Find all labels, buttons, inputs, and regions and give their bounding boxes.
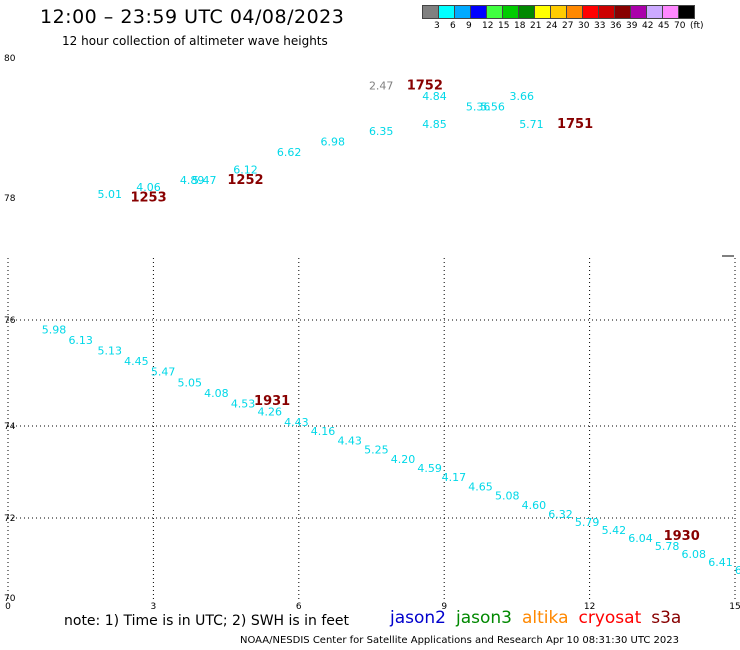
pass-time-label: 1931 bbox=[254, 394, 290, 409]
wave-height-value: 6.41 bbox=[708, 556, 733, 569]
x-tick-label: 0 bbox=[5, 602, 11, 612]
lat-label: 70 bbox=[4, 594, 16, 604]
color-scale-label: 9 bbox=[466, 21, 472, 31]
pass-time-label: 1751 bbox=[557, 117, 593, 132]
color-swatch bbox=[678, 5, 695, 19]
wave-height-value: 5.08 bbox=[495, 490, 520, 503]
color-scale-label: 21 bbox=[530, 21, 542, 31]
pass-time-label: 1752 bbox=[407, 79, 443, 94]
wave-height-value: 5.36 bbox=[466, 101, 491, 114]
color-scale-label: 27 bbox=[562, 21, 574, 31]
color-scale-label: 18 bbox=[514, 21, 526, 31]
wave-height-value: 6.35 bbox=[369, 125, 394, 138]
wave-height-value: 5.47 bbox=[151, 366, 176, 379]
color-scale-label: 24 bbox=[546, 21, 558, 31]
wave-height-value: 5.42 bbox=[602, 524, 627, 537]
credit-line: NOAA/NESDIS Center for Satellite Applica… bbox=[240, 635, 679, 646]
x-tick-label: 6 bbox=[296, 602, 302, 612]
wave-height-value: 2.47 bbox=[369, 80, 394, 93]
satellite-altika: altika bbox=[522, 608, 569, 628]
wave-height-value: 6.12 bbox=[233, 164, 258, 177]
wave-height-value: 6.08 bbox=[682, 548, 707, 561]
pass-time-label: 1253 bbox=[130, 191, 166, 206]
satellite-legend: jason2 jason3 altika cryosat s3a bbox=[390, 608, 691, 628]
wave-height-value: 6.13 bbox=[68, 334, 93, 347]
wave-height-value: 4.06 bbox=[136, 181, 161, 194]
lat-label: 74 bbox=[4, 422, 16, 432]
wave-height-value: 6.62 bbox=[277, 146, 302, 159]
wave-height-value: 4.89 bbox=[180, 174, 205, 187]
color-scale-label: 12 bbox=[482, 21, 494, 31]
pass-time-label: 1252 bbox=[227, 173, 263, 188]
satellite-cryosat: cryosat bbox=[578, 608, 642, 628]
color-scale-label: 15 bbox=[498, 21, 510, 31]
wave-height-value: 5.13 bbox=[98, 344, 123, 357]
wave-height-value: 4.84 bbox=[422, 90, 447, 103]
footer-note: note: 1) Time is in UTC; 2) SWH is in fe… bbox=[64, 613, 350, 629]
color-scale-label: 45 bbox=[658, 21, 670, 31]
lat-label: 80 bbox=[4, 54, 16, 64]
wave-height-value: 6.54 bbox=[735, 564, 740, 577]
wave-height-value: 5.47 bbox=[192, 174, 217, 187]
lat-label: 78 bbox=[4, 194, 16, 204]
color-scale-label: (ft) bbox=[690, 21, 704, 31]
wave-height-value: 5.56 bbox=[480, 101, 505, 114]
wave-height-value: 5.78 bbox=[655, 540, 680, 553]
color-scale-label: 36 bbox=[610, 21, 622, 31]
wave-height-value: 4.43 bbox=[284, 416, 309, 429]
wave-height-value: 4.85 bbox=[422, 118, 447, 131]
lat-label: 76 bbox=[4, 316, 16, 326]
wave-height-value: 4.45 bbox=[124, 355, 149, 368]
wave-height-value: 4.26 bbox=[257, 405, 282, 418]
satellite-s3a: s3a bbox=[651, 608, 682, 628]
satellite-jason2: jason2 bbox=[390, 608, 446, 628]
wave-height-value: 6.32 bbox=[548, 508, 573, 521]
wave-height-value: 6.04 bbox=[628, 532, 653, 545]
wave-height-value: 5.98 bbox=[42, 323, 67, 336]
wave-height-value: 3.66 bbox=[509, 90, 534, 103]
wave-height-value: 4.43 bbox=[337, 434, 362, 447]
wave-height-value: 5.05 bbox=[178, 376, 203, 389]
wave-height-value: 4.20 bbox=[391, 453, 416, 466]
x-tick-label: 12 bbox=[584, 602, 595, 612]
satellite-jason3: jason3 bbox=[456, 608, 512, 628]
wave-height-value: 4.17 bbox=[442, 471, 467, 484]
page-title: 12:00 – 23:59 UTC 04/08/2023 bbox=[40, 6, 345, 28]
color-scale-label: 33 bbox=[594, 21, 606, 31]
wave-height-value: 5.01 bbox=[98, 188, 123, 201]
wave-height-value: 4.53 bbox=[231, 397, 256, 410]
color-scale-labels: 3 6 9 12 15 18 21 24 27 30 33 36 39 42 45 70 (ft) bbox=[422, 21, 740, 33]
page-subtitle: 12 hour collection of altimeter wave hei… bbox=[62, 34, 328, 48]
x-tick-label: 9 bbox=[441, 602, 447, 612]
color-scale-label: 39 bbox=[626, 21, 638, 31]
wave-height-value: 4.59 bbox=[417, 462, 442, 475]
wave-height-value: 5.79 bbox=[575, 516, 600, 529]
color-scale-label: 6 bbox=[450, 21, 456, 31]
pass-time-label: 1930 bbox=[664, 529, 700, 544]
wave-height-value: 5.25 bbox=[364, 444, 389, 457]
wave-height-value: 4.08 bbox=[204, 387, 229, 400]
color-scale-label: 3 bbox=[434, 21, 440, 31]
wave-height-color-scale bbox=[422, 5, 695, 19]
wave-height-value: 4.16 bbox=[311, 425, 336, 438]
color-scale-label: 30 bbox=[578, 21, 590, 31]
wave-height-value: 4.65 bbox=[468, 480, 493, 493]
x-tick-label: 15 bbox=[729, 602, 740, 612]
color-scale-label: 42 bbox=[642, 21, 654, 31]
lat-label: 72 bbox=[4, 514, 15, 524]
color-scale-label: 70 bbox=[674, 21, 686, 31]
x-tick-label: 3 bbox=[151, 602, 157, 612]
wave-height-value: 6.98 bbox=[320, 136, 345, 149]
wave-height-value: 5.71 bbox=[519, 118, 544, 131]
wave-height-value: 4.60 bbox=[522, 499, 547, 512]
